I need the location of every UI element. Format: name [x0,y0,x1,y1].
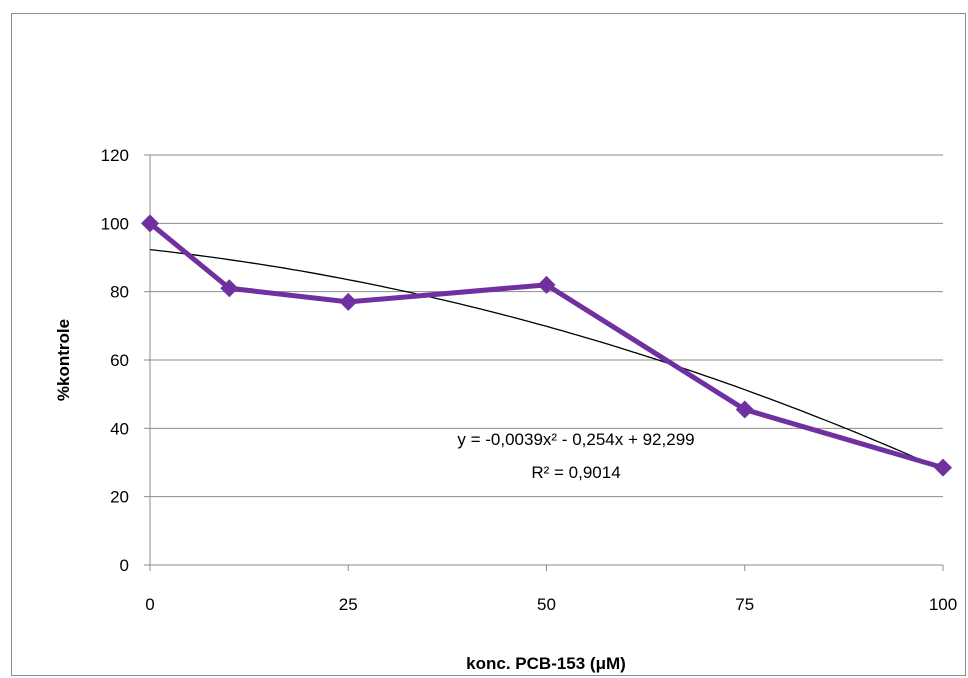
markers-group [141,214,952,477]
x-tick-label: 0 [145,595,154,614]
x-tick-label: 25 [339,595,358,614]
trendline-equation: y = -0,0039x² - 0,254x + 92,299 [457,430,694,449]
data-point-marker [339,292,358,311]
y-tick-label: 0 [120,556,129,575]
x-tick-label: 75 [735,595,754,614]
y-axis-title: %kontrole [54,319,73,401]
axes [144,154,944,571]
data-point-marker [141,214,159,233]
y-tick-label: 20 [110,488,129,507]
y-tick-labels: 0 20 40 60 80 100 120 [101,146,129,575]
data-point-marker [735,400,754,419]
y-tick-label: 120 [101,146,129,165]
y-tick-label: 100 [101,214,129,233]
x-axis-title: konc. PCB-153 (μM) [466,654,626,673]
trendline-r-squared: R² = 0,9014 [531,463,620,482]
x-tick-label: 50 [537,595,556,614]
trendline [149,248,944,471]
data-point-marker [537,275,556,294]
data-point-marker [934,458,952,477]
series-line [148,221,944,471]
x-tick-labels: 0 25 50 75 100 [145,595,957,614]
x-tick-label: 100 [929,595,957,614]
y-tick-label: 40 [110,419,129,438]
trendline-group [149,248,944,471]
y-tick-label: 80 [110,283,129,302]
y-tick-label: 60 [110,351,129,370]
series-group [148,221,944,471]
data-point-marker [220,279,239,298]
